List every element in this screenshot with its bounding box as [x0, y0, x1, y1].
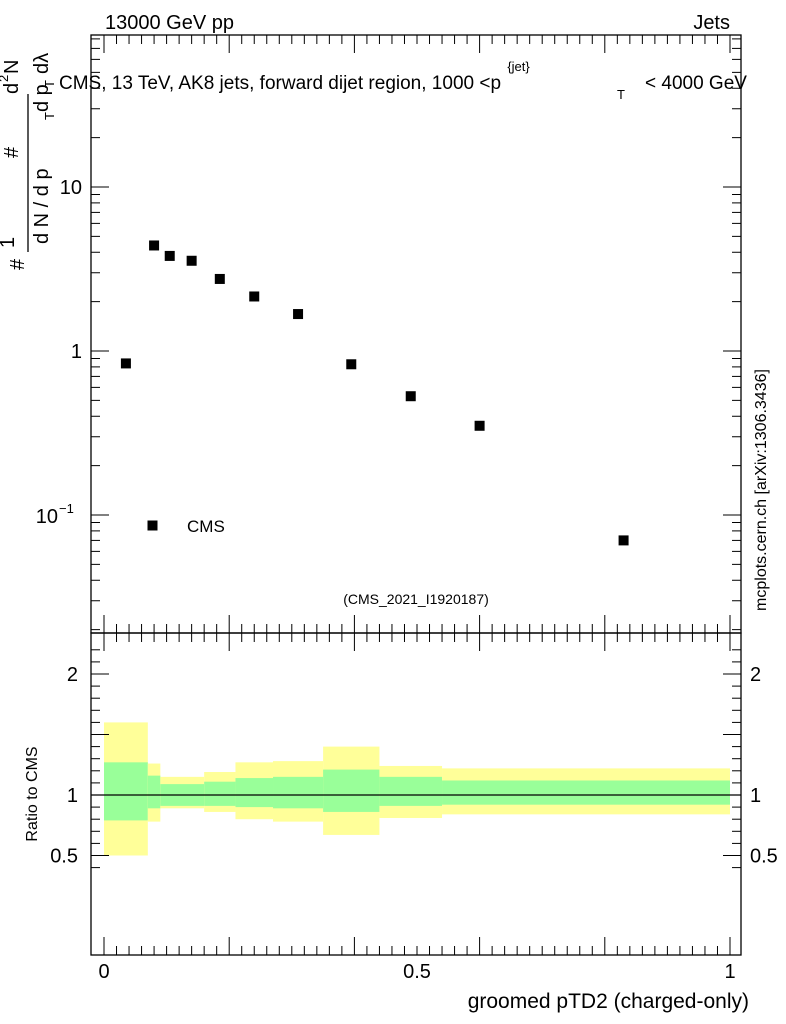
ylabel-dp-sub: T [42, 80, 57, 88]
y-tick-label-ratio-right-0: 0.5 [750, 846, 778, 868]
inner-band-bin-8 [442, 780, 730, 804]
data-point-cms [215, 274, 225, 284]
main-panel-background [91, 35, 741, 633]
plot-title-sub: T [617, 87, 625, 102]
y-tick-label-ratio-left-2: 2 [67, 664, 78, 686]
x-tick-label-0: 0 [98, 961, 109, 983]
plot-title-end: < 4000 GeV [645, 73, 747, 94]
data-point-cms [346, 359, 356, 369]
x-axis-label: groomed pTD2 (charged-only) [468, 990, 749, 1013]
ylabel-denominator: d N / d p [31, 168, 53, 244]
inner-band-bin-5 [273, 777, 323, 808]
y-tick-label-main-2-base: 10 [36, 506, 58, 528]
x-tick-label-1: 0.5 [403, 961, 431, 983]
x-tick-label-2: 1 [724, 961, 735, 983]
y-tick-label-main-0: 10 [60, 177, 82, 199]
mcplots-side-label: mcplots.cern.ch [arXiv:1306.3436] [753, 369, 770, 611]
inner-band-bin-0 [104, 762, 148, 820]
inner-band-bin-6 [323, 770, 379, 812]
inner-band-bin-4 [235, 778, 273, 807]
y-tick-label-main-1: 1 [71, 341, 82, 363]
data-point-cms [249, 291, 259, 301]
ylabel-one: 1 [0, 237, 19, 248]
inner-band-bin-3 [204, 782, 235, 806]
data-point-cms [121, 358, 131, 368]
inner-band-bin-1 [148, 776, 161, 809]
data-point-cms [165, 251, 175, 261]
plot-canvas: 10110 −10 0.5 10.5 0.51 12 2 13000 GeV pp Jets… [0, 0, 786, 1024]
ylabel-hash-2: # [1, 146, 23, 158]
data-point-cms [619, 535, 629, 545]
header-category-label: Jets [693, 12, 730, 34]
legend-marker-cms [148, 521, 158, 531]
y-tick-label-main-2-exp: −1 [59, 501, 74, 516]
ratio-y-axis-label: Ratio to CMS [24, 746, 41, 841]
y-axis-label-main: # 1 d N / d p T # d p T d 2 N dλ [0, 53, 57, 270]
main-panel-area [91, 35, 741, 633]
ylabel-hash-1: # [7, 258, 29, 270]
y-tick-label-ratio-right-1: 1 [750, 785, 761, 807]
legend-label-cms: CMS [187, 517, 225, 536]
y-tick-label-ratio-right-2: 2 [750, 664, 761, 686]
y-tick-label-ratio-left-0: 0.5 [50, 846, 78, 868]
data-point-cms [406, 391, 416, 401]
analysis-id-watermark: (CMS_2021_I1920187) [343, 591, 489, 607]
ylabel-d: d [1, 83, 23, 94]
ylabel-power: 2 [0, 75, 11, 82]
plot-title-sup: {jet} [507, 59, 530, 74]
y-tick-label-ratio-left-1: 1 [67, 785, 78, 807]
inner-band-bin-7 [379, 777, 442, 806]
data-point-cms [475, 421, 485, 431]
data-point-cms [149, 240, 159, 250]
ylabel-denominator-sub: T [42, 112, 57, 120]
data-point-cms [293, 309, 303, 319]
header-process-label: 13000 GeV pp [105, 12, 234, 34]
ylabel-dlambda: dλ [31, 53, 53, 74]
data-point-cms [187, 256, 197, 266]
plot-title-main: CMS, 13 TeV, AK8 jets, forward dijet reg… [59, 73, 501, 94]
ylabel-N: N [1, 60, 23, 74]
